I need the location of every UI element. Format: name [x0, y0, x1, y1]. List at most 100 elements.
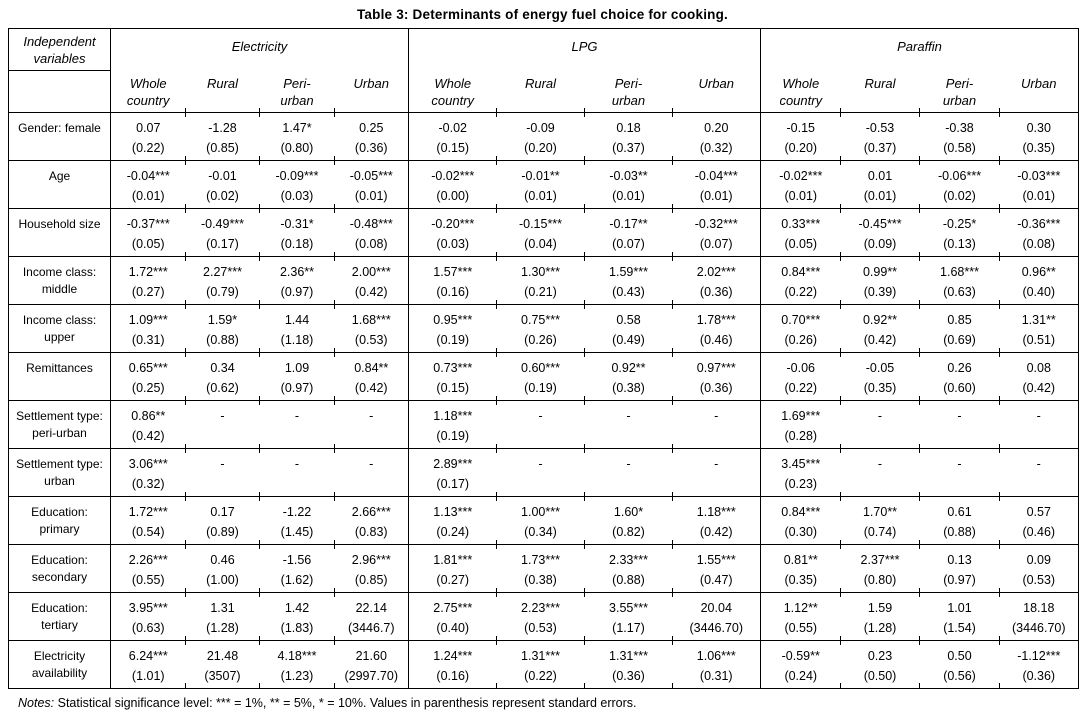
coefficient-cell: -0.04*** (0.01) — [110, 160, 186, 209]
fuel-group-header-lpg: LPG — [407, 28, 761, 71]
standard-error: (1.83) — [280, 621, 314, 635]
coefficient-cell: - — [495, 396, 585, 449]
coefficient-cell: 22.14 (3446.7) — [333, 588, 409, 641]
notes-text: Statistical significance level: *** = 1%… — [54, 696, 637, 710]
column-header: Peri- urban — [611, 75, 646, 108]
coefficient-cell: 0.60*** (0.19) — [495, 348, 585, 401]
coefficient-cell: -0.45*** (0.09) — [839, 204, 920, 257]
coefficient-value: -0.02*** — [431, 169, 475, 183]
standard-error: (0.97) — [280, 285, 314, 299]
standard-error: (0.69) — [943, 333, 976, 347]
coefficient-cell: 1.12** (0.55) — [760, 592, 841, 641]
coefficient-cell: 2.66*** (0.83) — [333, 492, 409, 545]
coefficient-cell: 0.07 (0.22) — [110, 112, 186, 161]
coefficient-cell: 2.33*** (0.88) — [583, 540, 673, 593]
coefficient-cell: -0.01 (0.02) — [184, 156, 260, 209]
standard-error: (0.00) — [436, 189, 470, 203]
coefficient-cell: 1.09 (0.97) — [258, 348, 335, 401]
standard-error: (0.37) — [612, 141, 645, 155]
coefficient-value: - — [220, 457, 225, 471]
coefficient-cell: 3.95*** (0.63) — [110, 592, 186, 641]
coefficient-cell: -0.17** (0.07) — [583, 204, 673, 257]
coefficient-cell: 1.13*** (0.24) — [408, 496, 497, 545]
coefficient-cell: 1.59*** (0.43) — [583, 252, 673, 305]
coefficient-cell: 0.84** (0.42) — [333, 348, 409, 401]
coefficient-cell: 1.57*** (0.16) — [408, 256, 497, 305]
coefficient-cell: 1.00*** (0.34) — [495, 492, 585, 545]
standard-error: (0.85) — [354, 573, 388, 587]
coefficient-cell: 18.18 (3446.70) — [998, 588, 1079, 641]
coefficient-value: -0.09 — [526, 121, 555, 135]
table-row: Settlement type: peri-urban 0.86** (0.42) -… — [8, 396, 1079, 449]
coefficient-cell: - — [998, 396, 1079, 449]
coefficient-value: 1.57*** — [433, 265, 473, 279]
coefficient-cell: -0.04*** (0.01) — [671, 156, 761, 209]
column-header: Whole country — [110, 70, 186, 113]
standard-error: (0.01) — [863, 189, 897, 203]
coefficient-value: 0.60*** — [521, 361, 560, 375]
standard-error: (0.05) — [784, 237, 818, 251]
coefficient-cell: 0.13 (0.97) — [918, 540, 1000, 593]
coefficient-value: 0.08 — [1026, 361, 1051, 375]
coefficient-value: 1.59 — [867, 601, 893, 615]
standard-error: (0.03) — [280, 189, 314, 203]
standard-error: (0.47) — [699, 573, 733, 587]
coefficient-cell: -0.15*** (0.04) — [495, 204, 585, 257]
standard-error: (1.00) — [206, 573, 239, 587]
row-label: Age — [8, 160, 111, 209]
coefficient-cell: 0.50 (0.56) — [918, 636, 1000, 689]
coefficient-value: 1.68*** — [940, 265, 979, 279]
standard-error: (0.22) — [524, 669, 557, 683]
coefficient-cell: -0.25* (0.13) — [918, 204, 1000, 257]
coefficient-value: - — [220, 409, 225, 423]
standard-error: (0.27) — [131, 285, 165, 299]
standard-error: (0.83) — [354, 525, 388, 539]
standard-error: (0.26) — [524, 333, 557, 347]
coefficient-value: 0.92** — [862, 313, 898, 327]
standard-error: (0.89) — [206, 525, 239, 539]
coefficient-value: - — [714, 457, 719, 471]
coefficient-value: - — [626, 457, 631, 471]
coefficient-value: 2.37*** — [860, 553, 900, 567]
standard-error: (0.42) — [131, 429, 165, 443]
table-row: Settlement type: urban 3.06*** (0.32) - - - 2.… — [8, 444, 1079, 497]
table-row: Electricity availability 6.24*** (1.01) 21.… — [8, 636, 1079, 689]
standard-error: (0.07) — [699, 237, 733, 251]
standard-error: (0.22) — [784, 285, 818, 299]
coefficient-value: 1.73*** — [521, 553, 560, 567]
standard-error: (0.37) — [863, 141, 897, 155]
coefficient-value: 0.07 — [136, 121, 161, 135]
coefficient-value: -0.01 — [208, 169, 237, 183]
coefficient-value: -0.36*** — [1017, 217, 1061, 231]
coefficient-cell: 0.20 (0.32) — [671, 108, 761, 161]
coefficient-cell: - — [333, 444, 409, 497]
standard-error: (0.51) — [1022, 333, 1056, 347]
coefficient-value: 2.96*** — [351, 553, 391, 567]
coefficient-value: 2.36** — [279, 265, 315, 279]
column-header: Urban — [698, 75, 734, 91]
empty-header-cell — [9, 71, 111, 113]
fuel-group-header-electricity: Electricity — [110, 28, 409, 71]
standard-error: (0.02) — [206, 189, 239, 203]
table-row: Household size -0.37*** (0.05) -0.49*** (0.1… — [8, 204, 1079, 257]
coefficient-value: 1.12** — [783, 601, 818, 615]
coefficient-value: 1.42 — [284, 601, 310, 615]
coefficient-cell: 2.37*** (0.80) — [839, 540, 920, 593]
standard-error: (0.18) — [280, 237, 314, 251]
standard-error: (0.42) — [1022, 381, 1056, 395]
coefficient-cell: -1.28 (0.85) — [184, 108, 260, 161]
coefficient-value: 3.55*** — [609, 601, 648, 615]
coefficient-value: - — [957, 457, 962, 471]
standard-error: (0.17) — [206, 237, 239, 251]
coefficient-cell: - — [918, 396, 1000, 449]
standard-error: (0.88) — [612, 573, 645, 587]
coefficient-value: - — [369, 409, 374, 423]
standard-error: (0.22) — [784, 381, 818, 395]
coefficient-cell: 1.18*** (0.42) — [671, 492, 761, 545]
standard-error: (0.24) — [784, 669, 818, 683]
coefficient-cell: 0.61 (0.88) — [918, 492, 1000, 545]
standard-error: (0.01) — [1022, 189, 1056, 203]
coefficient-value: 2.66*** — [351, 505, 391, 519]
standard-error: (0.62) — [206, 381, 239, 395]
coefficient-cell: - — [258, 444, 335, 497]
